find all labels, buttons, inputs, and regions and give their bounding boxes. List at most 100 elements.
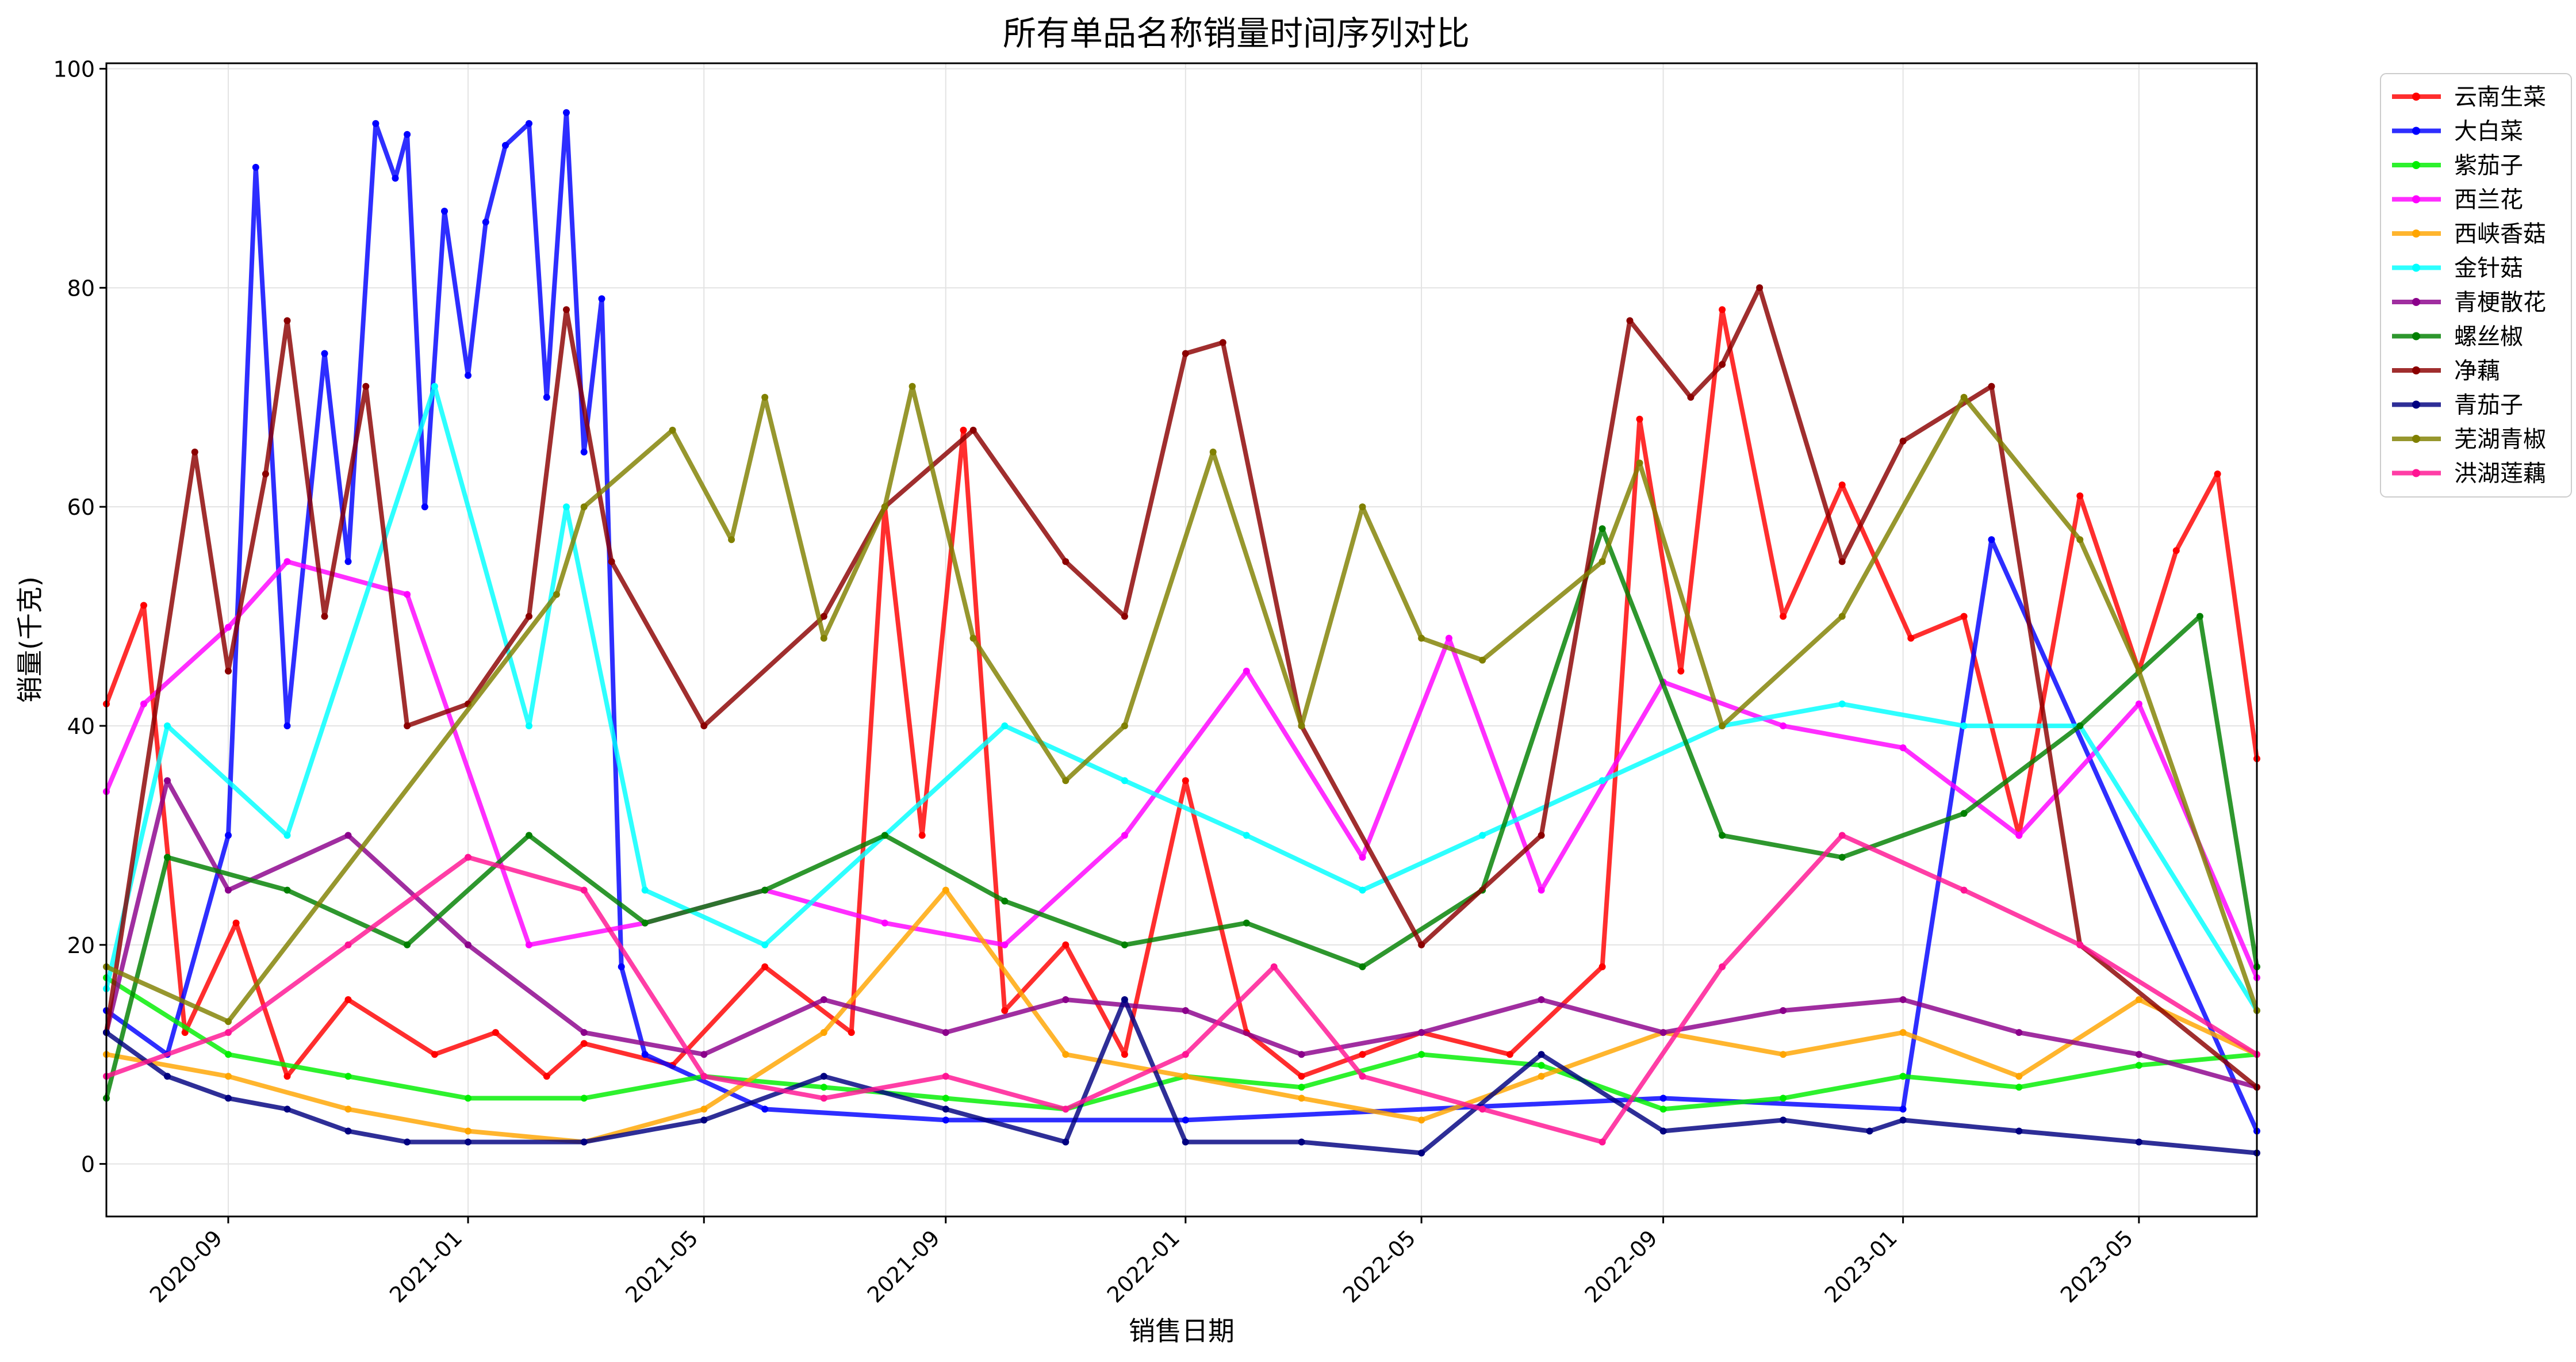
legend-entry: 西兰花 — [2392, 187, 2523, 213]
legend-marker — [2412, 366, 2420, 374]
data-point — [1418, 1149, 1425, 1157]
data-point — [2135, 996, 2142, 1003]
data-point — [969, 426, 977, 434]
data-point — [1182, 777, 1189, 785]
legend-entry: 金针菇 — [2392, 255, 2523, 282]
data-point — [2076, 536, 2084, 544]
data-point — [580, 886, 588, 894]
data-point — [225, 1073, 232, 1080]
data-point — [969, 634, 977, 642]
data-point — [942, 1029, 949, 1036]
data-point — [1121, 832, 1128, 839]
data-point — [1479, 1105, 1486, 1113]
legend-label: 西峡香菇 — [2454, 221, 2546, 247]
legend-marker — [2412, 400, 2420, 409]
data-point — [1506, 1051, 1513, 1058]
data-point — [1838, 481, 1846, 489]
data-point — [1598, 525, 1606, 533]
data-point — [1659, 1095, 1667, 1102]
data-point — [700, 1116, 708, 1124]
data-point — [1780, 1051, 1787, 1058]
series-9 — [103, 284, 2260, 1091]
data-point — [526, 722, 532, 729]
data-point — [1182, 1051, 1189, 1058]
data-point — [283, 722, 291, 729]
data-point — [1001, 1007, 1009, 1014]
data-point — [669, 426, 676, 434]
legend-label: 紫茄子 — [2454, 152, 2523, 179]
data-point — [881, 503, 888, 511]
data-point — [225, 667, 232, 675]
data-point — [700, 1105, 708, 1113]
data-point — [1418, 1116, 1425, 1124]
data-point — [1359, 1073, 1366, 1080]
data-point — [2076, 722, 2084, 729]
legend-label: 金针菇 — [2454, 255, 2523, 282]
data-point — [283, 558, 291, 565]
legend-label: 螺丝椒 — [2454, 324, 2523, 350]
data-point — [344, 1105, 352, 1113]
data-point — [1899, 1073, 1907, 1080]
legend-marker — [2412, 229, 2420, 238]
data-point — [598, 295, 605, 303]
data-point — [1270, 963, 1278, 970]
data-point — [1062, 1105, 1070, 1113]
legend-marker — [2412, 298, 2420, 306]
data-point — [1243, 919, 1250, 927]
data-point — [1359, 963, 1366, 970]
data-point — [2015, 1127, 2023, 1135]
data-point — [2015, 1084, 2023, 1091]
data-point — [465, 372, 471, 379]
data-point — [1359, 503, 1366, 511]
data-point — [465, 1095, 471, 1102]
data-point — [1418, 1051, 1425, 1058]
data-point — [283, 1073, 291, 1080]
legend-marker — [2412, 161, 2420, 169]
data-point — [1359, 854, 1366, 861]
data-point — [820, 634, 827, 642]
data-point — [1780, 613, 1787, 620]
y-tick-label: 40 — [67, 714, 95, 739]
data-point — [1598, 963, 1606, 970]
data-point — [1538, 832, 1545, 839]
data-point — [1062, 558, 1070, 565]
data-point — [881, 919, 888, 927]
data-point — [1479, 656, 1486, 664]
legend-marker — [2412, 93, 2420, 101]
data-point — [580, 1138, 588, 1146]
data-point — [580, 1095, 588, 1102]
data-point — [1626, 317, 1634, 324]
data-point — [848, 1029, 855, 1036]
data-point — [1719, 361, 1726, 368]
legend-entry: 紫茄子 — [2392, 152, 2523, 179]
data-point — [392, 174, 399, 182]
data-point — [1298, 722, 1305, 729]
legend-entry: 净藕 — [2392, 358, 2500, 384]
legend-marker — [2412, 435, 2420, 443]
data-point — [820, 1095, 827, 1102]
legend-marker — [2412, 469, 2420, 477]
data-point — [1121, 941, 1128, 948]
data-point — [482, 219, 489, 226]
data-point — [761, 886, 769, 894]
data-point — [1418, 941, 1425, 948]
data-point — [1960, 810, 1968, 817]
data-point — [2196, 613, 2203, 620]
legend-marker — [2412, 127, 2420, 135]
data-point — [1899, 996, 1907, 1003]
data-point — [2135, 700, 2142, 707]
data-point — [1988, 536, 1995, 544]
data-point — [1636, 460, 1643, 466]
series-12 — [103, 832, 2260, 1146]
data-point — [283, 832, 291, 839]
plot-area-frame — [105, 62, 2258, 1218]
legend-entry: 螺丝椒 — [2392, 324, 2523, 350]
data-point — [262, 470, 269, 477]
data-point — [1899, 1105, 1907, 1113]
data-point — [1838, 700, 1846, 707]
data-point — [1866, 1127, 1873, 1135]
data-point — [641, 919, 649, 927]
data-point — [1538, 886, 1545, 894]
data-point — [1838, 854, 1846, 861]
